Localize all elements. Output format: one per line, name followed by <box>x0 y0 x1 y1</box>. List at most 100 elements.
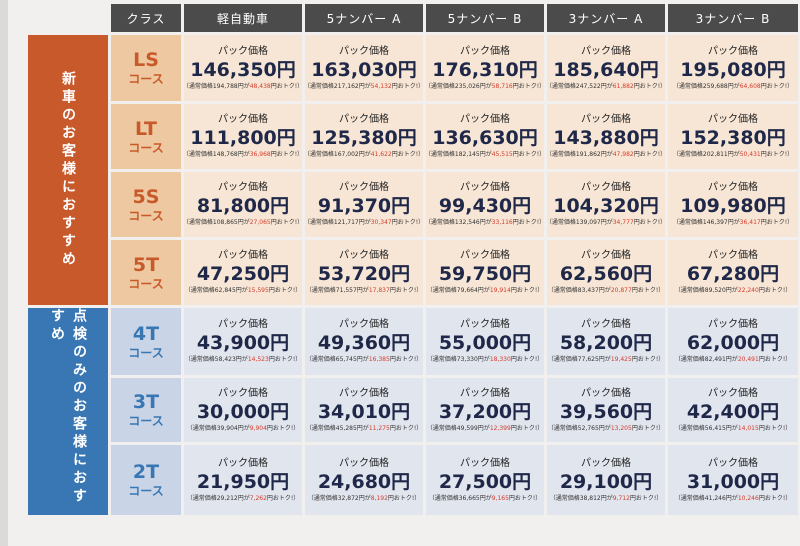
price-cell: パック価格 24,680円 （通常価格32,872円が8,192円おトク!） <box>305 445 423 515</box>
note-suffix: 円おトク!） <box>512 219 544 226</box>
note-mid: 円が <box>727 82 740 90</box>
note-mid: 円が <box>237 219 250 226</box>
course-label: 5T コース <box>111 240 181 305</box>
price-cell: パック価格 99,430円 （通常価格132,546円が33,116円おトク!） <box>426 172 544 237</box>
course-sub: コース <box>128 276 164 291</box>
price-cell: パック価格 62,000円 （通常価格82,491円が20,491円おトク!） <box>668 308 798 375</box>
pack-price-label: パック価格 <box>339 114 389 125</box>
pack-price-label: パック価格 <box>339 182 389 193</box>
pack-price-value: 136,630円 <box>432 127 538 149</box>
regular-price-note: （通常価格38,812円が9,712円おトク!） <box>550 494 663 503</box>
note-prefix: （通常価格 <box>426 424 457 432</box>
pack-price-value: 37,200円 <box>438 400 532 423</box>
note-mid: 円が <box>600 82 613 90</box>
savings-amount: 33,116 <box>491 219 513 226</box>
price-cell: パック価格 146,350円 （通常価格194,788円が48,438円おトク!） <box>184 35 302 101</box>
pack-price-label: パック価格 <box>218 319 268 330</box>
regular-price-note: （通常価格36,665円が9,165円おトク!） <box>429 494 542 503</box>
savings-amount: 14,523 <box>247 356 269 363</box>
regular-price: 65,745 <box>335 356 357 363</box>
note-suffix: 円おトク!） <box>633 151 665 158</box>
regular-price: 73,330 <box>456 356 478 363</box>
corner-blank <box>28 4 108 32</box>
pack-price-value: 67,280円 <box>686 263 780 285</box>
price-cell: パック価格 34,010円 （通常価格45,285円が11,275円おトク!） <box>305 378 423 442</box>
regular-price: 132,546 <box>454 219 480 226</box>
header-5b: 5ナンバー B <box>426 4 544 32</box>
regular-price: 83,437 <box>577 287 599 294</box>
note-mid: 円が <box>237 82 250 90</box>
note-prefix: （通常価格 <box>674 356 705 363</box>
pack-price-value: 104,320円 <box>553 195 659 217</box>
regular-price: 77,625 <box>577 356 599 363</box>
pack-price-value: 39,560円 <box>559 400 653 423</box>
note-mid: 円が <box>356 424 369 432</box>
price-cell: パック価格 49,360円 （通常価格65,745円が16,385円おトク!） <box>305 308 423 375</box>
savings-amount: 45,515 <box>491 151 513 158</box>
note-mid: 円が <box>600 151 613 158</box>
pack-price-value: 58,200円 <box>559 332 653 354</box>
regular-price: 52,765 <box>577 424 599 432</box>
regular-price: 58,423 <box>214 356 236 363</box>
note-mid: 円が <box>598 424 611 432</box>
price-cell: パック価格 195,080円 （通常価格259,688円が64,608円おトク!） <box>668 35 798 101</box>
regular-price: 139,097 <box>575 219 601 226</box>
pack-price-label: パック価格 <box>218 114 268 125</box>
regular-price-note: （通常価格235,026円が58,716円おトク!） <box>426 82 544 91</box>
note-suffix: 円おトク!） <box>760 219 794 226</box>
note-suffix: 円おトク!） <box>389 356 423 363</box>
regular-price: 56,415 <box>704 424 726 432</box>
pack-price-label: パック価格 <box>460 114 510 125</box>
note-mid: 円が <box>358 494 371 502</box>
pack-price-value: 47,250円 <box>196 263 290 285</box>
note-prefix: （通常価格 <box>547 287 578 294</box>
price-cell: パック価格 53,720円 （通常価格71,557円が17,837円おトク!） <box>305 240 423 305</box>
price-cell: パック価格 59,750円 （通常価格79,664円が19,914円おトク!） <box>426 240 544 305</box>
regular-price: 82,491 <box>704 356 726 363</box>
course-label: 5S コース <box>111 172 181 237</box>
header-3b: 3ナンバー B <box>668 4 798 32</box>
pack-price-value: 99,430円 <box>438 195 532 217</box>
pack-price-value: 163,030円 <box>311 58 417 81</box>
course-label: 2T コース <box>111 445 181 515</box>
regular-price-note: （通常価格32,872円が8,192円おトク!） <box>308 494 421 503</box>
pack-price-value: 34,010円 <box>317 400 411 423</box>
pack-price-label: パック価格 <box>218 457 268 469</box>
regular-price: 191,862 <box>575 151 601 158</box>
note-prefix: （通常価格 <box>305 151 334 158</box>
pack-price-value: 49,360円 <box>317 332 411 354</box>
pack-price-label: パック価格 <box>708 114 758 125</box>
note-mid: 円が <box>600 494 613 502</box>
regular-price: 182,145 <box>454 151 480 158</box>
note-mid: 円が <box>477 287 490 294</box>
regular-price-note: （通常価格139,097円が34,777円おトク!） <box>547 218 665 227</box>
header-3a: 3ナンバー A <box>547 4 665 32</box>
regular-price: 235,026 <box>454 82 480 90</box>
note-mid: 円が <box>479 82 492 90</box>
price-cell: パック価格 67,280円 （通常価格89,520円が22,240円おトク!） <box>668 240 798 305</box>
note-suffix: 円おトク!） <box>389 424 423 432</box>
regular-price-note: （通常価格83,437円が20,877円おトク!） <box>548 286 664 295</box>
note-prefix: （通常価格 <box>426 151 455 158</box>
price-cell: パック価格 55,000円 （通常価格73,330円が18,330円おトク!） <box>426 308 544 375</box>
note-prefix: （通常価格 <box>305 287 336 294</box>
note-suffix: 円おトク!） <box>631 356 665 363</box>
savings-amount: 20,877 <box>610 287 632 294</box>
note-prefix: （通常価格 <box>672 82 703 90</box>
price-cell: パック価格 42,400円 （通常価格56,415円が14,015円おトク!） <box>668 378 798 442</box>
pack-price-label: パック価格 <box>581 457 631 469</box>
pack-price-value: 42,400円 <box>686 400 780 423</box>
pack-price-label: パック価格 <box>339 250 389 261</box>
savings-amount: 8,192 <box>370 494 388 502</box>
note-mid: 円が <box>356 287 369 294</box>
regular-price: 49,599 <box>456 424 478 432</box>
note-prefix: （通常価格 <box>305 424 336 432</box>
pack-price-label: パック価格 <box>581 250 631 261</box>
note-suffix: 円おトク!） <box>758 287 792 294</box>
regular-price: 89,520 <box>704 287 726 294</box>
course-code: 4T <box>132 322 160 345</box>
course-code: 5S <box>132 185 160 208</box>
price-cell: パック価格 81,800円 （通常価格108,865円が27,065円おトク!） <box>184 172 302 237</box>
price-cell: パック価格 125,380円 （通常価格167,002円が41,622円おトク!） <box>305 104 423 169</box>
savings-amount: 48,438 <box>249 82 271 90</box>
